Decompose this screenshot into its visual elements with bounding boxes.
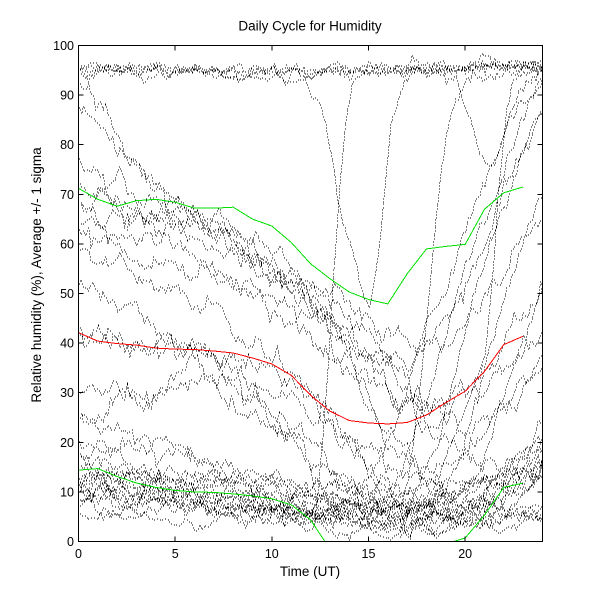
- svg-text:15: 15: [362, 547, 376, 561]
- svg-text:30: 30: [60, 386, 74, 400]
- svg-text:20: 20: [458, 547, 472, 561]
- svg-text:70: 70: [60, 188, 74, 202]
- svg-text:0: 0: [75, 547, 82, 561]
- svg-text:10: 10: [265, 547, 279, 561]
- svg-text:100: 100: [53, 39, 74, 53]
- svg-text:40: 40: [60, 337, 74, 351]
- svg-text:5: 5: [172, 547, 179, 561]
- svg-text:10: 10: [60, 485, 74, 499]
- svg-text:Daily Cycle for Humidity: Daily Cycle for Humidity: [238, 19, 382, 34]
- svg-text:Time (UT): Time (UT): [280, 564, 340, 579]
- svg-text:80: 80: [60, 138, 74, 152]
- svg-text:60: 60: [60, 237, 74, 251]
- svg-text:0: 0: [67, 535, 74, 549]
- svg-text:20: 20: [60, 436, 74, 450]
- svg-text:Relative humidity (%), Average: Relative humidity (%), Average +/- 1 sig…: [29, 147, 44, 403]
- svg-text:90: 90: [60, 89, 74, 103]
- svg-text:50: 50: [60, 287, 74, 301]
